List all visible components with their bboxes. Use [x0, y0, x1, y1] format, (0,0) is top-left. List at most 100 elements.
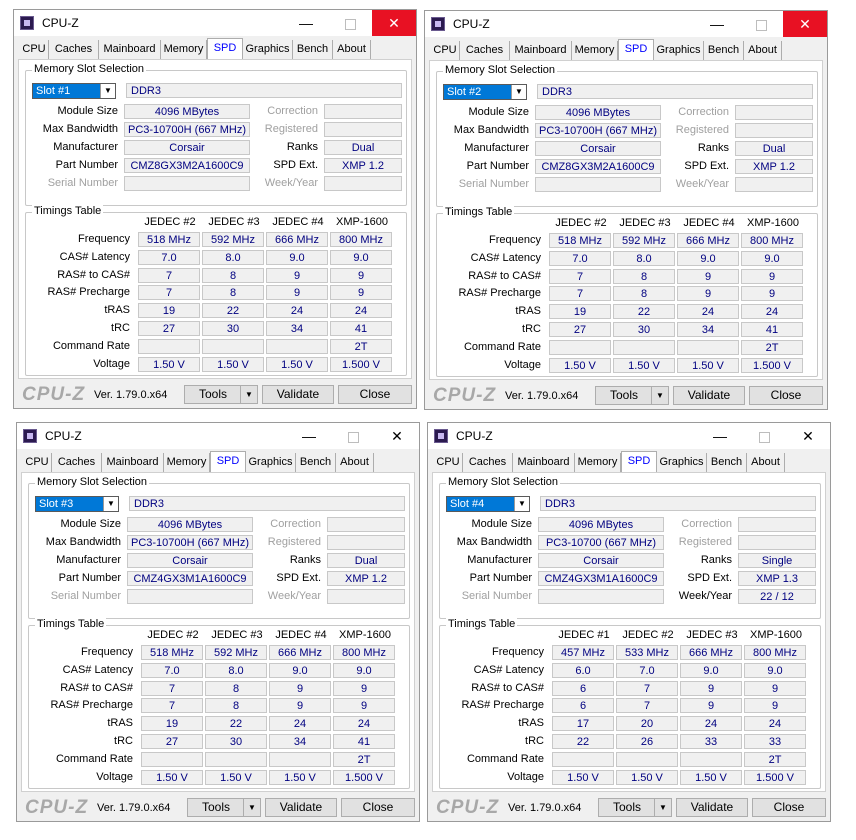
module-size-label: Module Size: [471, 518, 532, 530]
maximize-button[interactable]: [331, 423, 375, 449]
minimize-button[interactable]: —: [284, 10, 328, 36]
maximize-icon: [758, 431, 770, 443]
part-number-label: Part Number: [466, 160, 529, 172]
timing-cell: 20: [616, 716, 678, 732]
tab-spd[interactable]: SPD: [621, 451, 657, 473]
tab-bench[interactable]: Bench: [293, 40, 333, 59]
correction-value: [735, 105, 813, 120]
tab-caches[interactable]: Caches: [52, 453, 102, 472]
timing-cell: 8.0: [613, 250, 675, 266]
tab-graphics[interactable]: Graphics: [246, 453, 296, 472]
close-button[interactable]: Close: [341, 798, 415, 817]
part-number-label: Part Number: [469, 572, 532, 584]
tools-button-label: Tools: [201, 800, 230, 814]
module-size-label: Module Size: [57, 105, 118, 117]
validate-button[interactable]: Validate: [676, 798, 748, 817]
timing-column-header: XMP-1600: [336, 216, 388, 228]
timing-cell: [552, 751, 614, 767]
close-window-button[interactable]: ✕: [372, 10, 416, 36]
cpuz-app-icon: [20, 16, 34, 30]
close-button[interactable]: Close: [749, 386, 823, 405]
tab-bench[interactable]: Bench: [704, 41, 744, 60]
tab-mainboard[interactable]: Mainboard: [510, 41, 572, 60]
timing-cell: 27: [141, 734, 203, 749]
cpuz-app-icon: [431, 17, 445, 31]
tools-button[interactable]: Tools ▼: [184, 385, 258, 404]
tab-mainboard[interactable]: Mainboard: [102, 453, 164, 472]
tab-spd[interactable]: SPD: [210, 451, 246, 473]
tab-memory[interactable]: Memory: [572, 41, 618, 60]
tab-about[interactable]: About: [333, 40, 371, 59]
close-button[interactable]: Close: [338, 385, 412, 404]
validate-button[interactable]: Validate: [673, 386, 745, 405]
maximize-icon: [347, 431, 359, 443]
chevron-down-icon[interactable]: ▼: [240, 386, 257, 403]
tab-caches[interactable]: Caches: [49, 40, 99, 59]
tools-button[interactable]: Tools ▼: [598, 798, 672, 817]
validate-button[interactable]: Validate: [262, 385, 334, 404]
tab-about[interactable]: About: [747, 453, 785, 472]
maximize-button[interactable]: [742, 423, 786, 449]
close-window-button[interactable]: ✕: [375, 423, 419, 449]
tab-cpu[interactable]: CPU: [434, 453, 463, 472]
slot-dropdown[interactable]: Slot #2 ▼: [443, 84, 527, 100]
tab-graphics[interactable]: Graphics: [654, 41, 704, 60]
timing-cell: 30: [202, 321, 264, 336]
tab-caches[interactable]: Caches: [460, 41, 510, 60]
chevron-down-icon[interactable]: ▼: [243, 799, 260, 816]
tab-about[interactable]: About: [744, 41, 782, 60]
close-window-button[interactable]: ✕: [786, 423, 830, 449]
tab-caches[interactable]: Caches: [463, 453, 513, 472]
week-year-value: [327, 589, 405, 604]
slot-dropdown[interactable]: Slot #4 ▼: [446, 496, 530, 512]
chevron-down-icon[interactable]: ▼: [651, 387, 668, 404]
timing-cell: 27: [549, 322, 611, 337]
timing-cell: 9: [266, 285, 328, 301]
spd-panel: Memory Slot Selection Slot #3 ▼ DDR3 Module …: [21, 472, 415, 792]
tab-spd[interactable]: SPD: [618, 39, 654, 61]
validate-button[interactable]: Validate: [265, 798, 337, 817]
tab-spd[interactable]: SPD: [207, 38, 243, 60]
timings-table-group: Timings Table JEDEC #2 JEDEC #3 JEDEC #4 XMP…: [28, 618, 410, 789]
close-button[interactable]: Close: [752, 798, 826, 817]
tab-about[interactable]: About: [336, 453, 374, 472]
tab-memory[interactable]: Memory: [164, 453, 210, 472]
memory-type-field: DDR3: [126, 83, 402, 98]
max-bandwidth-value: PC3-10700H (667 MHz): [127, 535, 253, 550]
close-window-button[interactable]: ✕: [783, 11, 827, 37]
tab-bench[interactable]: Bench: [296, 453, 336, 472]
timing-cell: 9: [680, 680, 742, 696]
cpuz-logo: CPU-Z: [22, 384, 86, 405]
tab-cpu[interactable]: CPU: [20, 40, 49, 59]
close-icon: ✕: [391, 428, 403, 444]
minimize-button[interactable]: —: [287, 423, 331, 449]
slot-dropdown[interactable]: Slot #3 ▼: [35, 496, 119, 512]
tools-button[interactable]: Tools ▼: [187, 798, 261, 817]
timing-cell: 800 MHz: [741, 233, 803, 248]
maximize-button[interactable]: [739, 11, 783, 37]
tools-button[interactable]: Tools ▼: [595, 386, 669, 405]
maximize-button[interactable]: [328, 10, 372, 36]
tab-mainboard[interactable]: Mainboard: [99, 40, 161, 59]
chevron-down-icon[interactable]: ▼: [654, 799, 671, 816]
timing-cell: [202, 338, 264, 354]
tab-bench[interactable]: Bench: [707, 453, 747, 472]
module-size-value: 4096 MBytes: [127, 517, 253, 532]
title-bar: CPU-Z — ✕: [14, 10, 416, 36]
manufacturer-label: Manufacturer: [56, 554, 121, 566]
timing-cell: 22: [552, 734, 614, 749]
registered-value: [327, 535, 405, 550]
tab-cpu[interactable]: CPU: [23, 453, 52, 472]
tab-memory[interactable]: Memory: [575, 453, 621, 472]
tab-graphics[interactable]: Graphics: [243, 40, 293, 59]
minimize-button[interactable]: —: [695, 11, 739, 37]
timing-cell: [613, 339, 675, 355]
timing-cell: 26: [616, 734, 678, 749]
tab-graphics[interactable]: Graphics: [657, 453, 707, 472]
minimize-button[interactable]: —: [698, 423, 742, 449]
tab-memory[interactable]: Memory: [161, 40, 207, 59]
timing-cell: 533 MHz: [616, 645, 678, 660]
tab-cpu[interactable]: CPU: [431, 41, 460, 60]
tab-mainboard[interactable]: Mainboard: [513, 453, 575, 472]
slot-dropdown[interactable]: Slot #1 ▼: [32, 83, 116, 99]
